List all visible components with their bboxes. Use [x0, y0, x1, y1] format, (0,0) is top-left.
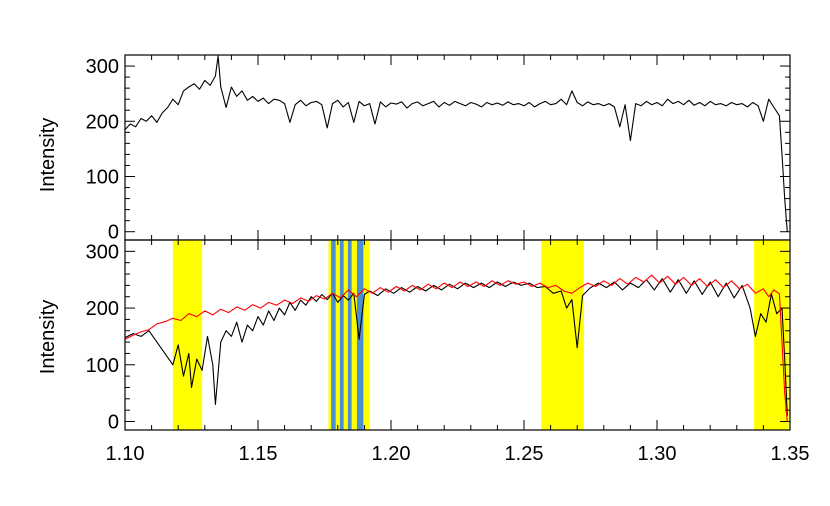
bottom-x-tick-label: 1.20	[372, 443, 411, 465]
bottom-highlight-band-0	[172, 240, 203, 430]
bottom-x-tick-label: 1.25	[505, 443, 544, 465]
top-series	[124, 55, 788, 232]
top-plot-frame	[124, 54, 791, 241]
top-ticks	[124, 55, 791, 240]
bottom-x-tick-label: 1.15	[239, 443, 278, 465]
bottom-blue-stripe-2	[347, 240, 352, 430]
top-y-tick-label: 100	[86, 166, 119, 188]
bottom-y-tick-labels: 0 100 200 300	[86, 241, 119, 433]
bottom-blue-stripe-0	[331, 240, 336, 430]
bottom-y-tick-label: 300	[86, 241, 119, 263]
top-y-axis-label: Intensity	[37, 118, 59, 192]
bottom-plot-frame	[124, 239, 791, 431]
bottom-x-tick-label: 1.30	[638, 443, 677, 465]
bottom-series-line-0	[124, 278, 788, 416]
bottom-y-tick-label: 100	[86, 355, 119, 377]
top-panel: 0 100 200 300 Intensity	[37, 54, 791, 244]
bottom-blue-stripe-1	[339, 240, 344, 430]
bottom-bands	[172, 240, 789, 430]
bottom-x-tick-label: 1.10	[106, 443, 145, 465]
bottom-panel: 0 100 200 300 1.10 1.15 1.20 1.25 1.30 1.35 Inte…	[37, 239, 810, 465]
bottom-y-axis-label: Intensity	[37, 300, 59, 374]
bottom-highlight-band-2	[541, 240, 584, 430]
bottom-ticks	[124, 240, 791, 430]
bottom-series-line-1	[124, 274, 788, 422]
top-y-tick-label: 0	[108, 222, 119, 244]
top-y-tick-label: 300	[86, 56, 119, 78]
top-y-tick-label: 200	[86, 111, 119, 133]
bottom-x-tick-labels: 1.10 1.15 1.20 1.25 1.30 1.35	[106, 443, 810, 465]
bottom-y-tick-label: 0	[108, 411, 119, 433]
bottom-series	[124, 274, 788, 422]
bottom-y-tick-label: 200	[86, 298, 119, 320]
top-series-line-0	[124, 55, 788, 232]
top-y-tick-labels: 0 100 200 300	[86, 56, 119, 244]
bottom-x-tick-label: 1.35	[771, 443, 810, 465]
